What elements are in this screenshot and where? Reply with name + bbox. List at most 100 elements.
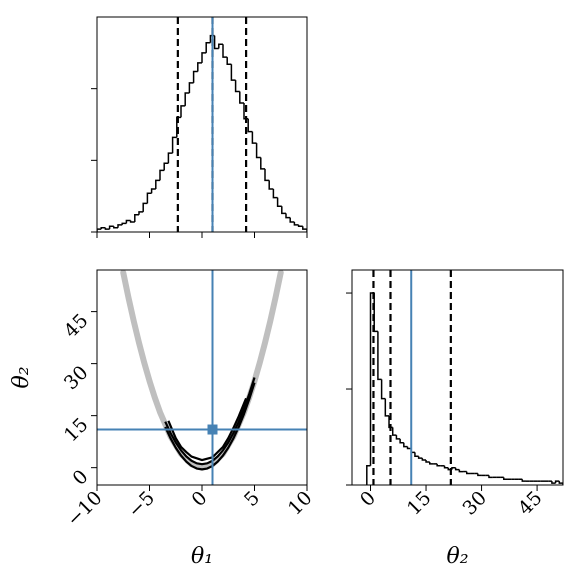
- histogram-step: [384, 398, 390, 417]
- histogram-step: [488, 475, 493, 479]
- y-tick-label: 0: [68, 466, 92, 490]
- histogram: [97, 17, 307, 232]
- histogram-step: [117, 224, 123, 228]
- histogram-step: [264, 168, 270, 182]
- histogram-step: [167, 152, 173, 164]
- x-axis-label: θ₁: [191, 544, 213, 569]
- histogram-step: [138, 211, 144, 215]
- contour-line: [164, 377, 256, 466]
- histogram-step: [403, 442, 408, 448]
- histogram-step: [436, 463, 441, 467]
- histogram-step: [108, 225, 114, 230]
- histogram-step: [417, 456, 423, 459]
- histogram-step: [150, 188, 156, 194]
- histogram-step: [289, 217, 295, 223]
- y-tick-label: 15: [60, 414, 93, 447]
- histogram-step: [97, 228, 102, 232]
- histogram-step: [247, 118, 253, 133]
- histogram-step: [239, 91, 244, 104]
- histogram-step: [146, 192, 152, 204]
- histogram-step: [171, 136, 177, 154]
- histogram-step: [100, 226, 106, 230]
- x-axis-label: θ₂: [446, 544, 468, 569]
- histogram-step: [554, 480, 560, 484]
- axes-frame: [351, 269, 564, 486]
- histogram-step: [129, 220, 135, 223]
- x-tick-label: 15: [403, 487, 436, 520]
- histogram-step: [297, 224, 303, 228]
- histogram-step: [414, 452, 419, 457]
- histogram-step: [268, 180, 274, 190]
- histogram-step: [406, 446, 412, 450]
- x-tick-label: 5: [240, 487, 264, 511]
- histogram-step: [192, 70, 198, 83]
- histogram-step: [377, 331, 382, 381]
- histogram-step: [451, 466, 456, 470]
- contour-line: [167, 397, 248, 462]
- x-tick-label: 10: [284, 487, 317, 520]
- histogram-step: [125, 219, 131, 224]
- sample-density: [120, 270, 284, 471]
- histogram-step: [121, 222, 127, 225]
- histogram-step: [255, 143, 261, 159]
- histogram-step: [218, 43, 223, 49]
- histogram-step: [454, 467, 460, 471]
- histogram-step: [230, 64, 236, 81]
- histogram-step: [395, 435, 401, 440]
- histogram-step: [142, 202, 148, 212]
- histogram-step: [558, 481, 563, 485]
- histogram-step: [399, 438, 404, 444]
- histogram-step: [293, 221, 299, 226]
- histogram-step: [180, 105, 186, 118]
- histogram-step: [197, 62, 202, 72]
- histogram-step: [443, 465, 449, 469]
- histogram-step: [205, 42, 211, 53]
- histogram-step: [213, 35, 219, 50]
- histogram-step: [503, 477, 508, 480]
- x-tick-label: 45: [514, 487, 547, 520]
- histogram-step: [302, 226, 307, 232]
- histogram-step: [428, 461, 434, 465]
- histogram-step: [281, 206, 286, 215]
- contour-line: [164, 382, 256, 471]
- y-axis-label: θ₂: [9, 366, 34, 388]
- x-tick-label: −10: [63, 487, 107, 531]
- histogram-step: [373, 293, 378, 333]
- histogram: [366, 270, 563, 485]
- x-tick-label: 0: [356, 487, 380, 511]
- axes-frame: [96, 16, 308, 233]
- histogram-step: [113, 226, 118, 229]
- histogram-step: [380, 379, 386, 400]
- histogram-step: [163, 162, 169, 171]
- histogram-step: [366, 465, 371, 485]
- histogram-step: [285, 213, 291, 219]
- histogram-step: [276, 197, 282, 207]
- histogram-step: [466, 471, 471, 475]
- histogram-step: [184, 92, 190, 106]
- histogram-step: [234, 80, 240, 93]
- y-tick-label: 30: [60, 362, 93, 395]
- histogram-step: [391, 427, 397, 436]
- histogram-step: [251, 131, 257, 144]
- histogram-step: [201, 52, 207, 63]
- histogram-step: [188, 82, 194, 93]
- truth-marker: [207, 424, 218, 435]
- histogram-step: [521, 479, 526, 482]
- histogram-step: [159, 169, 165, 181]
- histogram-step: [272, 189, 278, 199]
- histogram-step: [104, 227, 110, 230]
- x-tick-label: 0: [187, 487, 211, 511]
- histogram-step: [477, 473, 482, 477]
- x-tick-label: 30: [458, 487, 491, 520]
- histogram-step: [458, 469, 464, 473]
- histogram-step: [155, 179, 160, 189]
- histogram-step: [551, 481, 556, 484]
- histogram-step: [421, 458, 427, 461]
- contour-plot: [97, 270, 307, 485]
- histogram-step: [226, 57, 232, 66]
- histogram-step: [260, 157, 265, 170]
- histogram-step: [222, 44, 228, 58]
- histogram-step: [425, 460, 430, 463]
- histogram-step: [134, 214, 139, 222]
